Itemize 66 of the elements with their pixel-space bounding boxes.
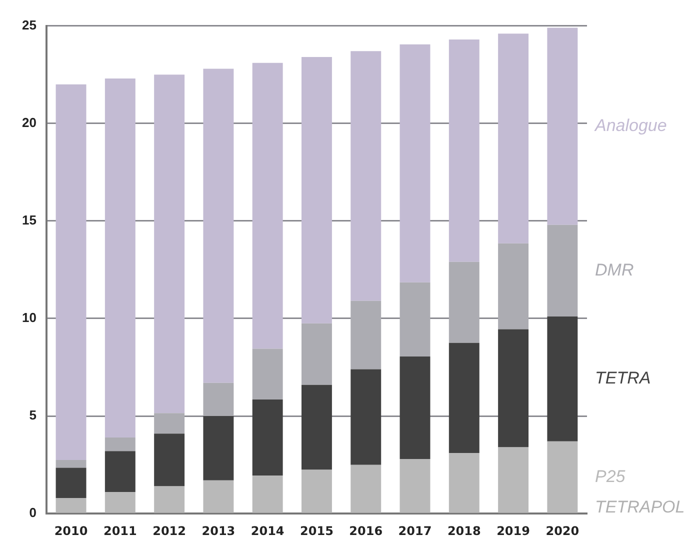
x-tick-label: 2016 xyxy=(349,524,383,538)
bar xyxy=(448,39,480,262)
series-label: P25 xyxy=(595,467,626,486)
bar xyxy=(56,468,86,498)
bar xyxy=(301,470,332,513)
bar xyxy=(104,492,136,513)
bar xyxy=(400,282,430,357)
x-tick-label: 2019 xyxy=(496,524,530,538)
bar xyxy=(350,369,382,465)
bar xyxy=(154,486,185,513)
bar xyxy=(56,460,86,468)
bar xyxy=(547,224,578,317)
x-tick-label: 2014 xyxy=(250,524,284,538)
bar xyxy=(154,413,185,434)
x-tick-label: 2011 xyxy=(103,524,137,538)
bar xyxy=(56,498,86,513)
series-label: DMR xyxy=(595,260,634,280)
bar xyxy=(203,416,234,480)
bar xyxy=(498,243,529,330)
x-tick-label: 2013 xyxy=(202,524,236,538)
bar xyxy=(301,384,332,470)
y-tick-label: 15 xyxy=(22,212,36,228)
bar xyxy=(301,57,332,324)
bar xyxy=(448,342,480,454)
x-tick-label: 2020 xyxy=(546,524,580,538)
bar xyxy=(400,44,430,282)
bar xyxy=(498,447,529,513)
x-tick-label: 2015 xyxy=(300,524,334,538)
bar xyxy=(400,458,430,513)
bar xyxy=(350,300,382,370)
y-tick-label: 25 xyxy=(22,17,36,32)
bar xyxy=(252,476,283,513)
y-tick-label: 10 xyxy=(22,310,36,326)
bar xyxy=(547,28,578,225)
bar xyxy=(104,438,136,452)
bar xyxy=(56,84,86,460)
bar xyxy=(154,434,185,486)
bar xyxy=(350,51,382,301)
bar xyxy=(203,382,234,416)
bar xyxy=(252,348,283,400)
x-tick-label: 2010 xyxy=(54,524,88,538)
bar xyxy=(301,323,332,385)
text: TETRAPOL xyxy=(595,497,685,516)
x-tick-label: 2018 xyxy=(447,524,481,538)
bar xyxy=(350,464,382,513)
y-tick-label: 0 xyxy=(29,505,36,520)
bar xyxy=(547,441,578,513)
bar xyxy=(498,329,529,448)
y-tick-label: 20 xyxy=(22,114,36,130)
bar xyxy=(498,34,529,244)
series-label: TETRA xyxy=(595,368,651,388)
bar xyxy=(104,78,136,438)
bar xyxy=(448,262,480,343)
y-tick-label: 5 xyxy=(29,408,36,423)
bar xyxy=(154,74,185,414)
bar xyxy=(252,399,283,476)
bar xyxy=(104,451,136,492)
bar xyxy=(547,316,578,442)
bar xyxy=(448,453,480,513)
x-tick-label: 2012 xyxy=(152,524,186,538)
bar xyxy=(203,68,234,383)
x-tick-label: 2017 xyxy=(398,524,432,538)
bar xyxy=(400,356,430,459)
bar xyxy=(203,480,234,513)
bar xyxy=(252,62,283,349)
series-label: Analogue xyxy=(594,116,667,136)
